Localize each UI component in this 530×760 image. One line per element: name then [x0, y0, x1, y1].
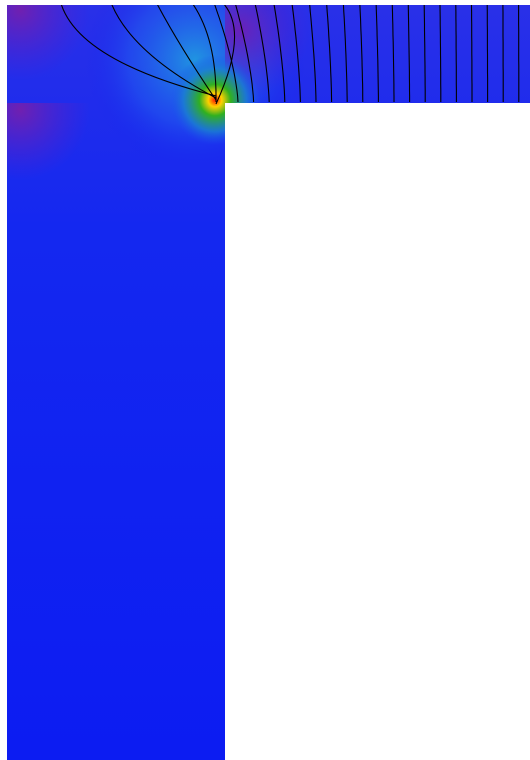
- contour-line: [423, 5, 426, 102]
- contour-line: [439, 5, 442, 102]
- contour-line: [291, 5, 301, 103]
- contour-line: [253, 5, 270, 103]
- contour-line: [212, 5, 239, 103]
- contour-line: [154, 5, 217, 101]
- contour-line: [272, 5, 286, 103]
- contour-line: [342, 5, 348, 103]
- contour-line: [233, 5, 255, 103]
- contour-line: [215, 5, 236, 105]
- contour-lines: [59, 5, 520, 105]
- contour-line: [407, 5, 411, 102]
- contour-line: [308, 5, 317, 103]
- field-hotspot: [7, 5, 530, 300]
- contour-line: [391, 5, 395, 102]
- contour-line: [470, 5, 473, 102]
- contour-line: [59, 5, 217, 97]
- contour-line: [359, 5, 364, 103]
- contour-line: [325, 5, 333, 103]
- contour-line: [189, 5, 217, 103]
- contour-line: [455, 5, 457, 102]
- contour-line: [109, 5, 217, 99]
- contour-line: [375, 5, 379, 102]
